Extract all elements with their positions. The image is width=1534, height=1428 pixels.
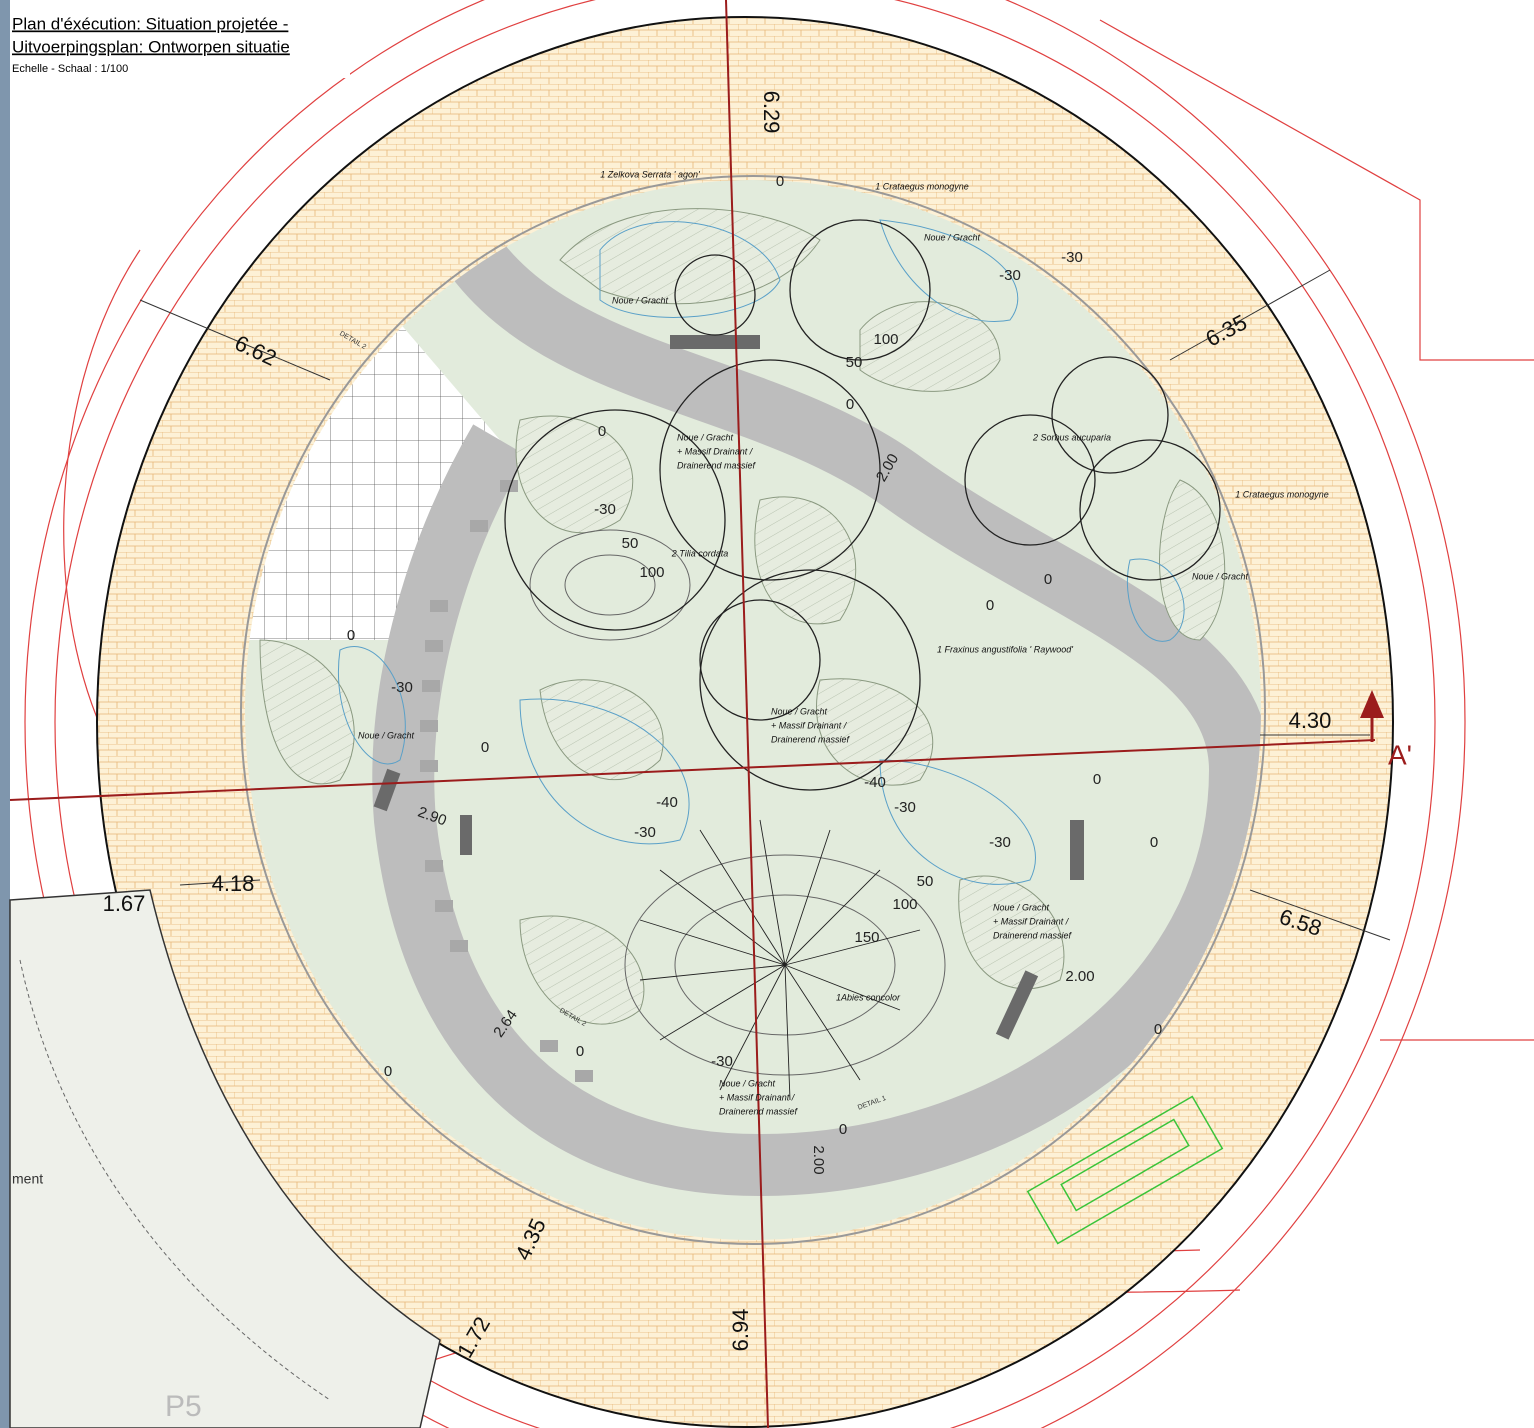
plant-label: 1 Fraxinus angustifolia ' Raywood' xyxy=(937,644,1073,654)
level-label: -30 xyxy=(894,799,916,816)
swale-line: + Massif Drainant / xyxy=(719,1092,796,1102)
level-label: 0 xyxy=(986,597,994,614)
swale-line: Drainerend massief xyxy=(771,734,851,744)
plant-label: 2 Tilia cordata xyxy=(671,548,728,558)
cut-text: ment xyxy=(12,1171,43,1187)
section-marker: A' xyxy=(1388,739,1412,770)
plant-label: 1 Zelkova Serrata ' agon' xyxy=(600,169,700,179)
level-label: -30 xyxy=(1061,249,1083,266)
level-label: -40 xyxy=(656,794,678,811)
dimension: 4.18 xyxy=(212,871,255,896)
title-nl: Uitvoerpingsplan: Ontworpen situatie xyxy=(12,37,290,56)
level-label: 0 xyxy=(576,1043,584,1060)
side-strip xyxy=(0,0,10,1428)
level-label: 50 xyxy=(846,354,863,371)
swale-line: + Massif Drainant / xyxy=(677,446,754,456)
level-label: 0 xyxy=(481,739,489,756)
level-label: 100 xyxy=(873,331,898,348)
level-label: 50 xyxy=(622,535,639,552)
swale-label: Noue / Gracht xyxy=(924,232,981,242)
level-label: 0 xyxy=(776,173,784,190)
swale-label: Noue / Gracht xyxy=(612,295,669,305)
plant-label: 1Abies concolor xyxy=(836,992,901,1002)
level-label: 0 xyxy=(846,396,854,413)
level-label: -30 xyxy=(594,501,616,518)
level-label: -30 xyxy=(711,1053,733,1070)
level-label: -30 xyxy=(999,267,1021,284)
swale-line: Drainerend massief xyxy=(719,1106,799,1116)
plant-label: 1 Crataegus monogyne xyxy=(875,181,969,191)
dimension: 6.94 xyxy=(728,1309,753,1352)
level-label: -30 xyxy=(989,834,1011,851)
swale-line: Noue / Gracht xyxy=(677,432,734,442)
swale-line: Noue / Gracht xyxy=(771,706,828,716)
swale-label: Noue / Gracht xyxy=(1192,571,1249,581)
level-label: -40 xyxy=(864,774,886,791)
level-label: 0 xyxy=(598,423,606,440)
level-label: 0 xyxy=(1154,1021,1162,1038)
swale-line: Noue / Gracht xyxy=(993,902,1050,912)
page: Plan {"header": {"title_fr": "Plan d'éxé… xyxy=(0,0,1534,1428)
level-label: 0 xyxy=(1093,771,1101,788)
site-plan: Plan d'éxécution: Situation projetée - U… xyxy=(0,0,1534,1428)
level-label: -30 xyxy=(634,824,656,841)
swale-line: Drainerend massief xyxy=(677,460,757,470)
scale: Echelle - Schaal : 1/100 xyxy=(12,63,128,75)
level-label: 50 xyxy=(917,873,934,890)
title-fr: Plan d'éxécution: Situation projetée - xyxy=(12,14,288,33)
swale-line: Drainerend massief xyxy=(993,930,1073,940)
swale-line: Noue / Gracht xyxy=(719,1078,776,1088)
level-label: 0 xyxy=(839,1121,847,1138)
level-label: 100 xyxy=(892,896,917,913)
dimension: 4.30 xyxy=(1289,708,1332,733)
swale-line: + Massif Drainant / xyxy=(993,916,1070,926)
parking-label: P5 xyxy=(165,1390,202,1423)
level-label: 100 xyxy=(639,564,664,581)
level-label: 150 xyxy=(854,929,879,946)
level-label: 0 xyxy=(1044,571,1052,588)
level-label: 0 xyxy=(347,627,355,644)
level-label: 0 xyxy=(1150,834,1158,851)
dimension: 6.29 xyxy=(759,91,784,134)
swale-label: Noue / Gracht xyxy=(358,730,415,740)
plant-label: 2 Sorbus aucuparia xyxy=(1032,432,1111,442)
level-label: -30 xyxy=(391,679,413,696)
dimension: 2.00 xyxy=(810,1145,827,1174)
dimension: 2.00 xyxy=(1065,968,1094,985)
dimension: 1.67 xyxy=(103,891,146,916)
plant-label: 1 Crataegus monogyne xyxy=(1235,489,1329,499)
level-label: 0 xyxy=(384,1063,392,1080)
body: Plan d'éxécution: Situation projetée - U… xyxy=(0,0,1534,1428)
swale-line: + Massif Drainant / xyxy=(771,720,848,730)
